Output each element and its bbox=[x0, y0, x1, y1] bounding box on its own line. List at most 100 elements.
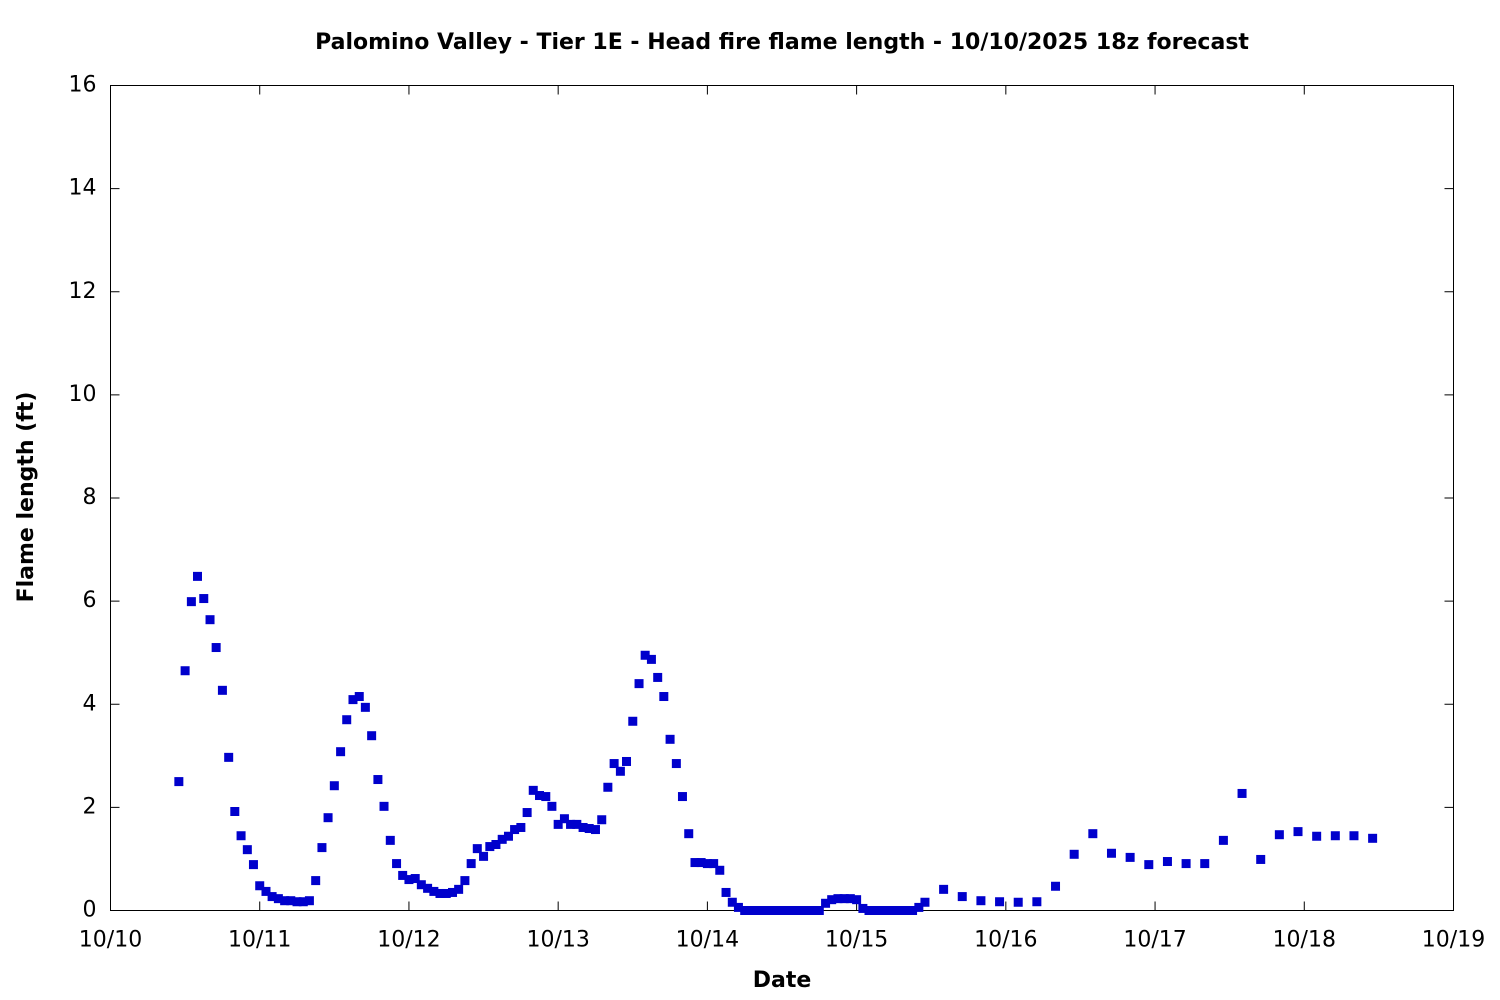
x-tick-label: 10/14 bbox=[676, 928, 739, 953]
y-tick-label: 6 bbox=[83, 588, 97, 613]
point bbox=[957, 892, 967, 902]
point bbox=[740, 906, 750, 915]
point bbox=[870, 906, 880, 915]
point bbox=[192, 571, 202, 581]
point bbox=[802, 906, 812, 915]
point bbox=[304, 896, 314, 906]
point bbox=[864, 906, 874, 915]
point bbox=[298, 897, 308, 907]
point bbox=[503, 831, 513, 841]
point bbox=[373, 775, 383, 785]
point bbox=[733, 902, 743, 912]
point bbox=[448, 887, 458, 897]
point bbox=[721, 887, 731, 897]
point bbox=[559, 814, 569, 824]
point bbox=[286, 896, 296, 906]
point bbox=[901, 906, 911, 915]
point bbox=[460, 876, 470, 886]
point bbox=[783, 906, 793, 915]
point bbox=[833, 894, 843, 904]
x-tick-label: 10/13 bbox=[526, 928, 589, 953]
point bbox=[211, 643, 221, 653]
point bbox=[615, 766, 625, 776]
point bbox=[758, 906, 768, 915]
point bbox=[1051, 881, 1061, 891]
point bbox=[1088, 829, 1098, 839]
point bbox=[510, 825, 520, 835]
point bbox=[205, 615, 215, 625]
point bbox=[839, 894, 849, 904]
point bbox=[789, 906, 799, 915]
point bbox=[280, 896, 290, 906]
point bbox=[1218, 835, 1228, 845]
point bbox=[1181, 859, 1191, 869]
point bbox=[1330, 831, 1340, 841]
point bbox=[528, 785, 538, 795]
y-tick-label: 0 bbox=[83, 898, 97, 923]
point bbox=[311, 876, 321, 886]
point bbox=[261, 886, 271, 896]
point bbox=[572, 819, 582, 829]
point bbox=[702, 859, 712, 869]
point bbox=[1125, 852, 1135, 862]
point bbox=[1349, 831, 1359, 841]
point bbox=[404, 875, 414, 885]
point bbox=[1032, 897, 1042, 907]
point bbox=[690, 858, 700, 868]
point bbox=[1069, 849, 1079, 859]
point bbox=[410, 874, 420, 884]
point bbox=[752, 906, 762, 915]
x-tick-label: 10/16 bbox=[974, 928, 1037, 953]
point bbox=[622, 756, 632, 766]
point bbox=[479, 851, 489, 861]
point bbox=[199, 594, 209, 604]
point bbox=[379, 801, 389, 811]
point bbox=[292, 897, 302, 907]
point bbox=[342, 715, 352, 725]
point bbox=[441, 888, 451, 898]
point bbox=[1368, 833, 1378, 843]
point bbox=[808, 906, 818, 915]
point bbox=[186, 597, 196, 607]
point bbox=[423, 883, 433, 893]
point bbox=[553, 819, 563, 829]
point bbox=[416, 880, 426, 890]
point bbox=[821, 898, 831, 908]
point bbox=[796, 906, 806, 915]
point bbox=[578, 822, 588, 832]
point bbox=[765, 906, 775, 915]
point bbox=[709, 859, 719, 869]
point bbox=[472, 844, 482, 854]
point bbox=[771, 906, 781, 915]
point bbox=[255, 881, 265, 891]
point bbox=[535, 791, 545, 801]
x-tick-label: 10/11 bbox=[228, 928, 291, 953]
point bbox=[1200, 859, 1210, 869]
point bbox=[684, 829, 694, 839]
chart-title: Palomino Valley - Tier 1E - Head fire fl… bbox=[315, 30, 1249, 55]
point bbox=[895, 906, 905, 915]
point bbox=[877, 906, 887, 915]
point bbox=[671, 759, 681, 769]
point bbox=[659, 692, 669, 702]
point bbox=[814, 906, 824, 915]
point bbox=[646, 654, 656, 664]
y-tick-label: 16 bbox=[69, 73, 97, 98]
x-tick-label: 10/18 bbox=[1273, 928, 1336, 953]
point bbox=[1274, 830, 1284, 840]
point bbox=[392, 859, 402, 869]
x-tick-label: 10/10 bbox=[79, 928, 142, 953]
y-tick-label: 12 bbox=[69, 279, 97, 304]
point bbox=[1237, 788, 1247, 798]
y-tick-label: 8 bbox=[83, 485, 97, 510]
point bbox=[566, 819, 576, 829]
x-tick-label: 10/17 bbox=[1123, 928, 1186, 953]
point bbox=[491, 840, 501, 849]
y-tick-label: 10 bbox=[69, 382, 97, 407]
y-tick-label: 2 bbox=[83, 794, 97, 819]
point bbox=[640, 650, 650, 660]
point bbox=[746, 906, 756, 915]
point bbox=[634, 679, 644, 689]
point bbox=[715, 865, 725, 875]
